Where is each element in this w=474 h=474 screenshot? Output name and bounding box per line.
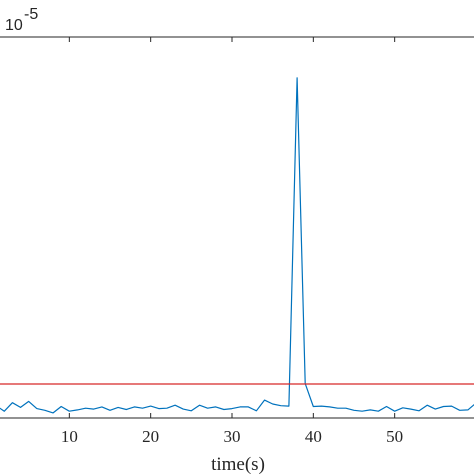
x-tick-label: 50 — [386, 427, 403, 446]
series-line-signal — [0, 77, 474, 414]
y-axis-exponent-base: 10 — [5, 17, 23, 34]
plot-area — [0, 36, 474, 419]
x-axis-ticks: 10 20 30 40 50 — [61, 37, 403, 446]
y-axis-exponent-power: -5 — [24, 6, 38, 23]
x-tick-label: 40 — [305, 427, 322, 446]
x-tick-label: 10 — [61, 427, 78, 446]
x-tick-label: 30 — [224, 427, 241, 446]
x-tick-label: 20 — [142, 427, 159, 446]
series-layer — [0, 77, 474, 414]
x-axis-label: time(s) — [211, 454, 265, 474]
